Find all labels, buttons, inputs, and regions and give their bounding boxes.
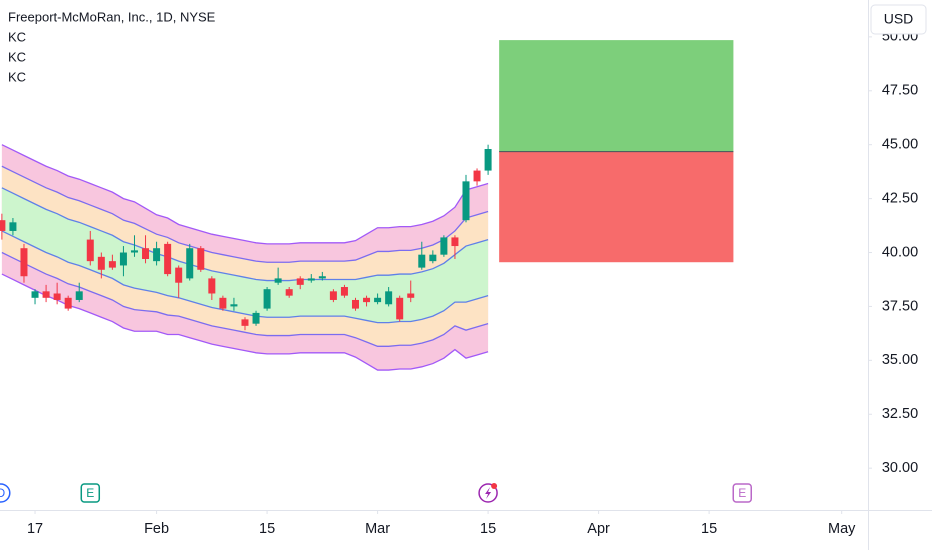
candle-body <box>351 299 359 309</box>
candle-body <box>31 291 39 298</box>
channel-fill <box>1 187 489 323</box>
candle-body <box>0 220 6 231</box>
candle-body <box>175 267 183 283</box>
candle-body <box>418 254 426 268</box>
y-tick-label: 35.00 <box>882 352 918 368</box>
loss-zone <box>499 151 734 263</box>
candle-body <box>440 237 448 255</box>
candle-body <box>296 278 304 285</box>
x-tick-label: Mar <box>365 521 390 537</box>
candle-body <box>263 289 271 309</box>
candle-body <box>374 297 382 303</box>
y-tick-label: 32.50 <box>882 406 918 422</box>
legend-entry: KC <box>8 29 26 44</box>
event-label: E <box>86 486 94 500</box>
legend: Freeport-McMoRan, Inc., 1D, NYSE KC KC KC <box>8 9 216 84</box>
y-tick-label: 37.50 <box>882 298 918 314</box>
currency-button[interactable] <box>870 4 927 35</box>
candle-body <box>53 293 61 300</box>
axes: 30.00 32.50 35.00 37.50 40.00 42.50 45.00 47.50… <box>27 29 918 537</box>
x-tick-label: 17 <box>27 521 43 537</box>
candle-body <box>484 149 492 171</box>
candle-body <box>407 293 415 298</box>
candle-body <box>164 243 172 275</box>
candle-body <box>340 287 348 296</box>
candle-body <box>385 291 393 305</box>
candle-body <box>86 239 94 262</box>
candle-body <box>252 312 260 324</box>
x-tick-label: May <box>828 521 856 537</box>
channel-lower-line <box>1 230 489 324</box>
candle-body <box>42 291 50 298</box>
event-dot <box>491 483 498 489</box>
channel-lower-line <box>1 273 489 371</box>
candle-body <box>307 278 315 281</box>
candle-body <box>285 289 293 296</box>
currency-label: USD <box>884 11 914 27</box>
y-tick-label: 42.50 <box>882 190 918 206</box>
event-label: D <box>0 486 5 500</box>
candle-body <box>451 237 459 247</box>
x-tick-label: 15 <box>259 521 275 537</box>
candle-body <box>208 278 216 294</box>
y-tick-label: 30.00 <box>882 460 918 476</box>
channel-upper-line <box>1 165 489 263</box>
y-tick-label: 45.00 <box>882 137 918 153</box>
x-tick-label: Feb <box>144 521 169 537</box>
candle-body <box>462 181 470 221</box>
event-icon[interactable] <box>0 483 11 503</box>
y-tick-label: 40.00 <box>882 244 918 260</box>
channel-upper-line <box>1 187 489 282</box>
candle-body <box>119 252 127 266</box>
candle-body <box>329 291 337 300</box>
candle-body <box>473 170 481 182</box>
profit-zone <box>499 40 734 152</box>
candle-body <box>274 278 282 283</box>
x-tick-label: 15 <box>701 521 717 537</box>
event-label: E <box>738 486 746 500</box>
candle-body <box>186 248 194 279</box>
candle-body <box>64 297 72 309</box>
candle-body <box>230 304 238 307</box>
candle-body <box>142 248 150 259</box>
candle-body <box>153 248 161 262</box>
candle-body <box>9 222 17 231</box>
event-bolt <box>485 487 492 499</box>
candle-body <box>20 248 28 277</box>
candle-body <box>219 297 227 309</box>
event-icon[interactable] <box>732 483 752 503</box>
candle-body <box>318 276 326 279</box>
candle-body <box>241 319 249 326</box>
event-icon[interactable] <box>80 483 101 503</box>
candle-body <box>363 297 371 303</box>
chart-title: Freeport-McMoRan, Inc., 1D, NYSE <box>8 9 216 24</box>
legend-entry: KC <box>8 69 26 84</box>
candle-body <box>108 261 116 268</box>
candle-body <box>197 248 205 270</box>
x-tick-label: Apr <box>587 521 610 537</box>
candle-body <box>75 291 83 300</box>
candle-body <box>429 254 437 262</box>
legend-entry: KC <box>8 49 26 64</box>
channel-lower-line <box>1 251 489 347</box>
y-tick-label: 47.50 <box>882 83 918 99</box>
candle-body <box>396 297 404 320</box>
x-tick-label: 15 <box>480 521 496 537</box>
candle-body <box>130 250 138 253</box>
channel-upper-line <box>1 144 489 245</box>
candle-body <box>97 256 105 270</box>
